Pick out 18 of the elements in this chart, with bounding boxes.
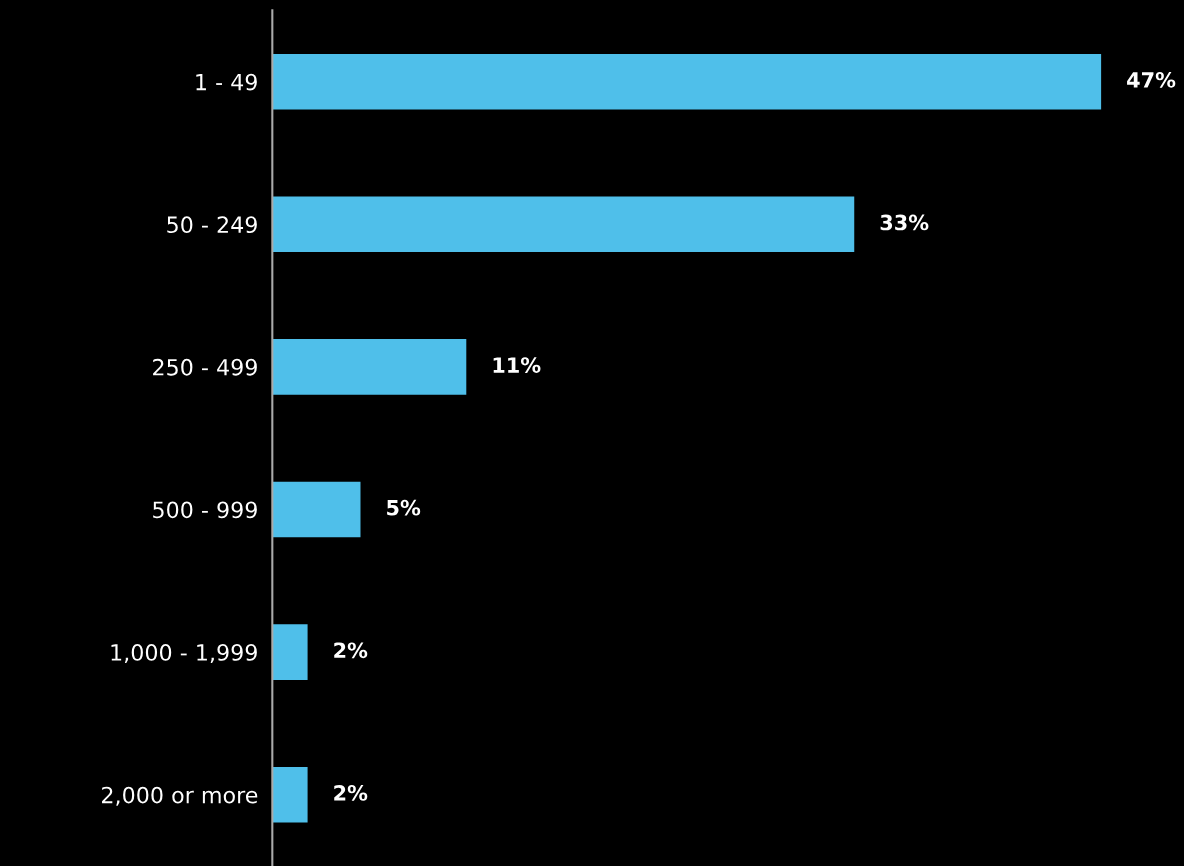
y-tick-label: 1 - 49 [196,73,257,91]
y-tick-label: 1,000 - 1,999 [111,644,257,664]
bar [272,766,308,823]
data-label: 5% [387,499,421,516]
bar [272,196,855,253]
bar [272,339,467,395]
bar [272,53,1102,110]
data-label: 47% [1127,71,1176,88]
bar [272,481,361,538]
y-tick-label: 50 - 249 [167,216,257,234]
data-label: 33% [880,214,929,231]
y-tick-label: 500 - 999 [153,501,257,519]
y-tick-label: 250 - 499 [153,358,257,376]
bar [272,624,308,680]
y-tick-label: 2,000 or more [102,786,258,806]
data-label: 2% [334,642,368,659]
data-label: 11% [493,357,541,373]
data-label: 2% [334,784,368,801]
